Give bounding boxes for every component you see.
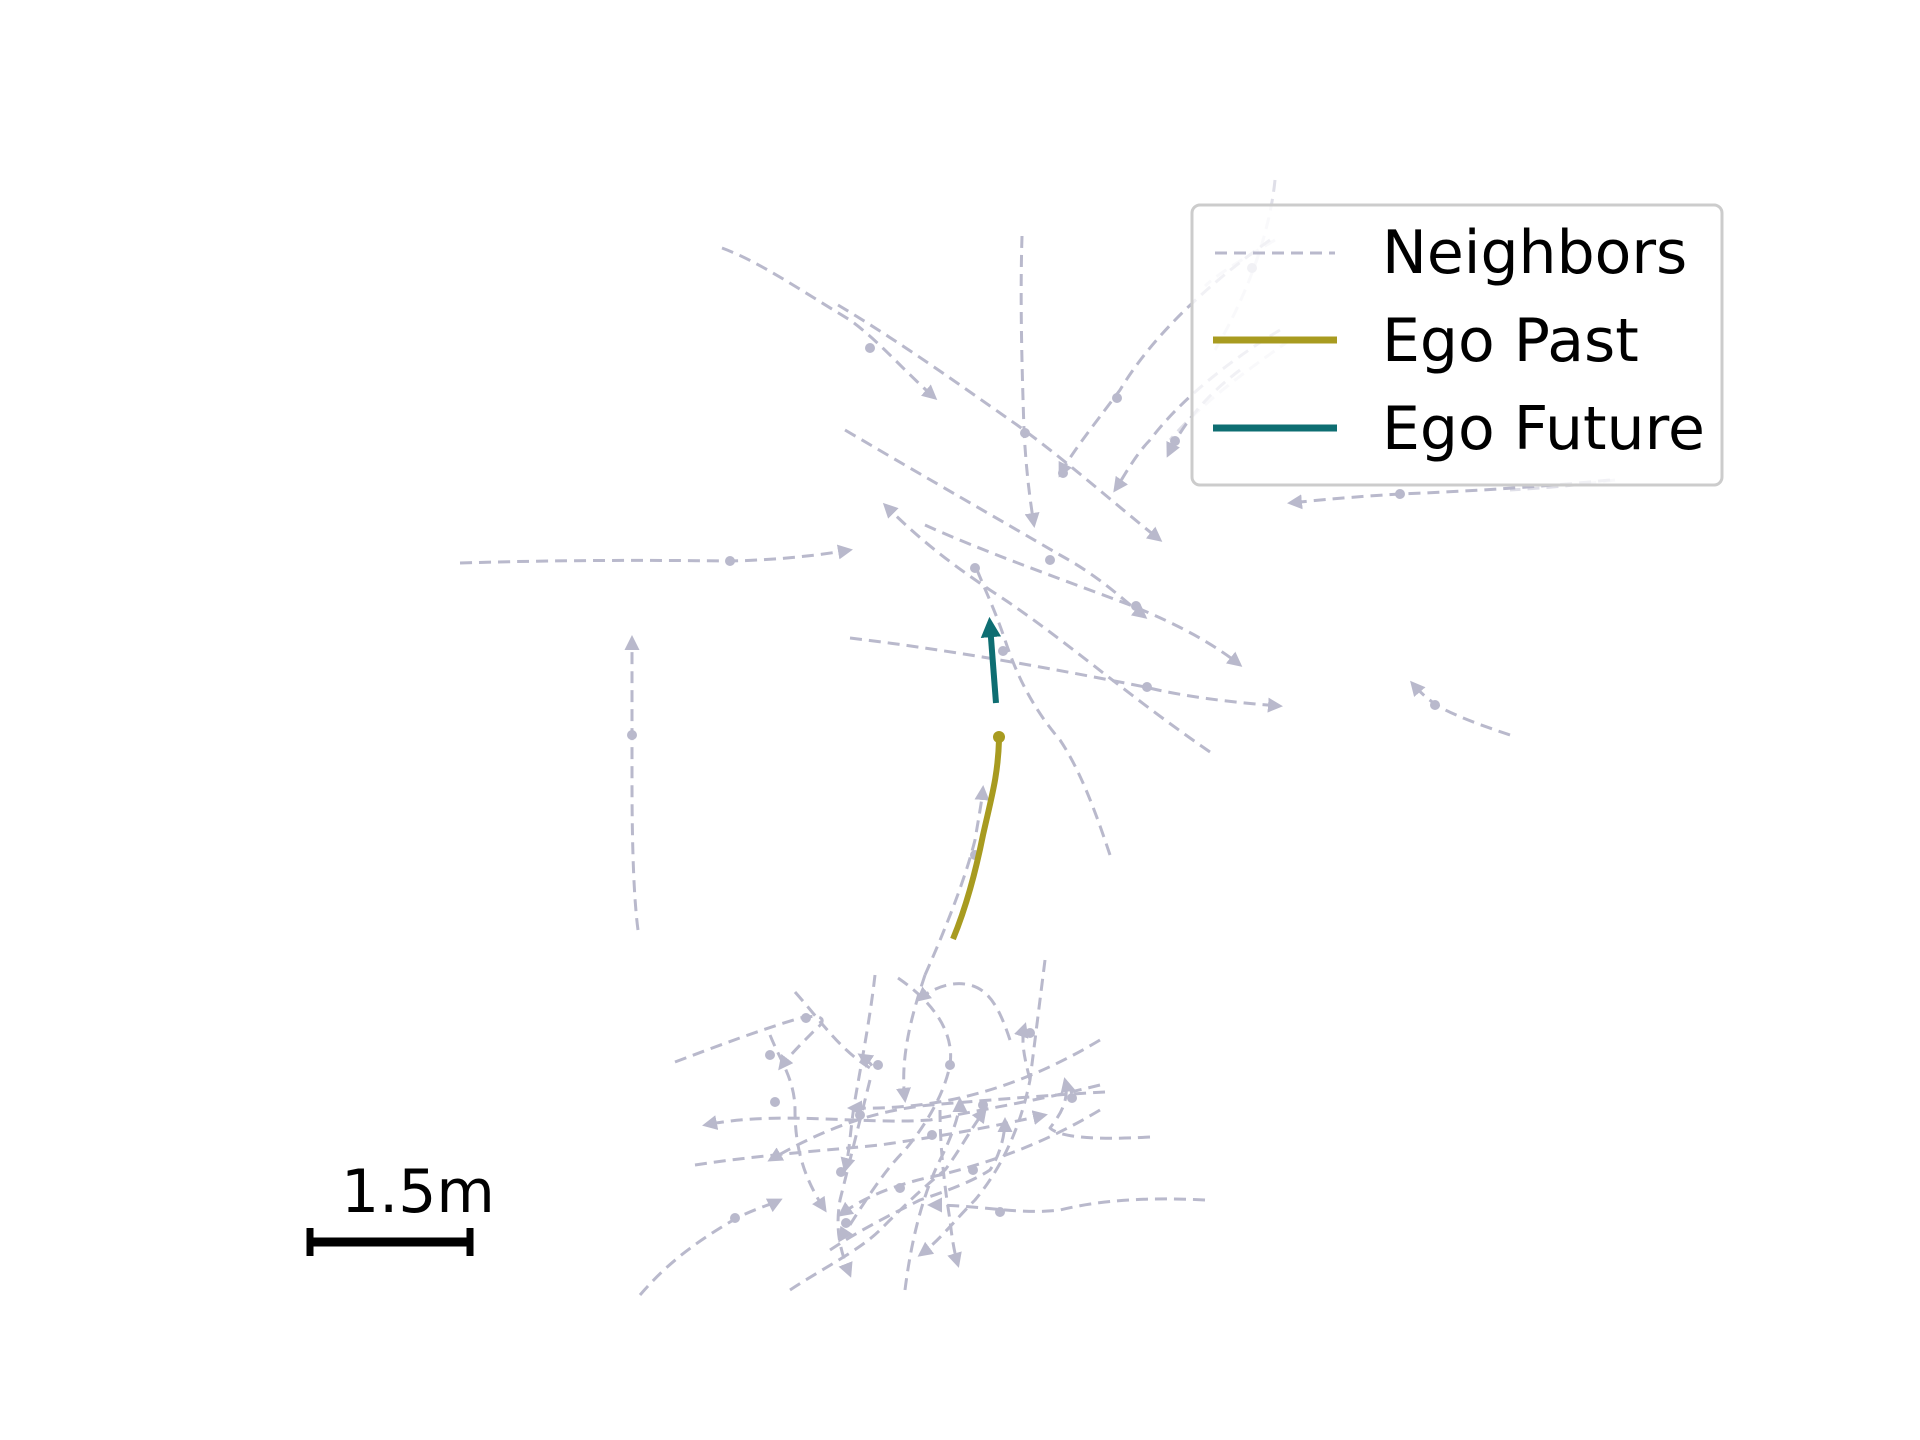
neighbor-path xyxy=(844,428,1148,619)
legend-label-ego-future: Ego Future xyxy=(1382,394,1705,464)
neighbor-path xyxy=(789,1107,987,1292)
neighbor-path xyxy=(721,246,938,400)
neighbor-point xyxy=(927,1130,937,1140)
neighbor-path xyxy=(938,1109,962,1268)
neighbor-point xyxy=(978,1100,988,1110)
neighbor-path xyxy=(1019,235,1040,528)
neighbor-point xyxy=(730,1213,740,1223)
neighbor-path xyxy=(768,1034,827,1213)
neighbor-point xyxy=(945,1060,955,1070)
legend-entry-ego-future: Ego Future xyxy=(1213,394,1705,464)
scale-bar: 1.5m xyxy=(306,1157,495,1256)
neighbor-point xyxy=(627,730,637,740)
neighbor-path xyxy=(882,502,1211,754)
neighbor-point xyxy=(841,1218,851,1228)
neighbor-point xyxy=(801,1013,811,1023)
ego-trajectory xyxy=(950,616,1005,941)
neighbor-point xyxy=(855,1110,865,1120)
neighbor-path xyxy=(674,1015,824,1071)
neighbor-path xyxy=(927,1197,1206,1213)
neighbor-point xyxy=(770,1097,780,1107)
legend-box xyxy=(1190,203,1724,487)
neighbor-path xyxy=(896,974,927,1103)
neighbor-path xyxy=(1048,1077,1151,1140)
neighbor-point xyxy=(1112,393,1122,403)
neighbor-path xyxy=(624,635,640,931)
neighbor-path xyxy=(694,1110,1048,1167)
neighbor-point xyxy=(1170,436,1180,446)
neighbor-point xyxy=(836,1167,846,1177)
neighbor-point xyxy=(895,1183,905,1193)
legend: Neighbors Ego Past Ego Future xyxy=(1190,203,1724,487)
neighbor-point xyxy=(1131,601,1141,611)
neighbor-path xyxy=(915,982,1012,1041)
neighbor-path xyxy=(702,1083,1101,1131)
neighbor-path xyxy=(917,959,1047,1257)
neighbor-path xyxy=(837,1108,1101,1217)
neighbor-point xyxy=(1142,682,1152,692)
neighbor-point xyxy=(970,563,980,573)
neighbor-path xyxy=(973,564,1112,856)
neighbor-path xyxy=(829,1117,1013,1252)
neighbor-path xyxy=(847,1038,1101,1116)
legend-label-neighbors: Neighbors xyxy=(1382,218,1687,288)
legend-entry-ego-past: Ego Past xyxy=(1213,306,1639,376)
neighbor-path xyxy=(840,974,877,1173)
neighbor-path xyxy=(1410,680,1511,737)
ego-past-path xyxy=(950,739,1002,941)
neighbor-path xyxy=(849,636,1283,713)
neighbor-point xyxy=(995,1207,1005,1217)
neighbor-point xyxy=(765,1050,775,1060)
neighbor-dots-lower xyxy=(730,1013,1077,1228)
neighbor-point xyxy=(873,1060,883,1070)
neighbor-point xyxy=(865,343,875,353)
neighbor-point xyxy=(1045,555,1055,565)
neighbor-path xyxy=(836,1079,872,1278)
neighbor-path xyxy=(793,991,875,1071)
neighbor-point xyxy=(1058,468,1068,478)
neighbor-point xyxy=(998,646,1008,656)
neighbor-point xyxy=(1025,1028,1035,1038)
neighbor-path xyxy=(923,785,990,976)
neighbor-point xyxy=(968,1165,978,1175)
neighbor-point xyxy=(1430,700,1440,710)
neighbor-path xyxy=(638,1198,783,1296)
neighbor-trajectories-lower xyxy=(638,959,1206,1296)
scale-bar-label: 1.5m xyxy=(341,1157,495,1227)
legend-label-ego-past: Ego Past xyxy=(1382,306,1639,376)
neighbor-path xyxy=(837,303,1163,542)
neighbor-point xyxy=(1067,1093,1077,1103)
neighbor-point xyxy=(1395,489,1405,499)
neighbor-point xyxy=(725,556,735,566)
neighbor-path xyxy=(767,1090,1106,1162)
neighbor-path xyxy=(459,544,853,565)
legend-entry-neighbors: Neighbors xyxy=(1215,218,1687,288)
neighbor-path xyxy=(924,523,1243,667)
ego-future-path xyxy=(980,616,1002,704)
neighbor-point xyxy=(1020,428,1030,438)
ego-current-position xyxy=(993,731,1005,743)
